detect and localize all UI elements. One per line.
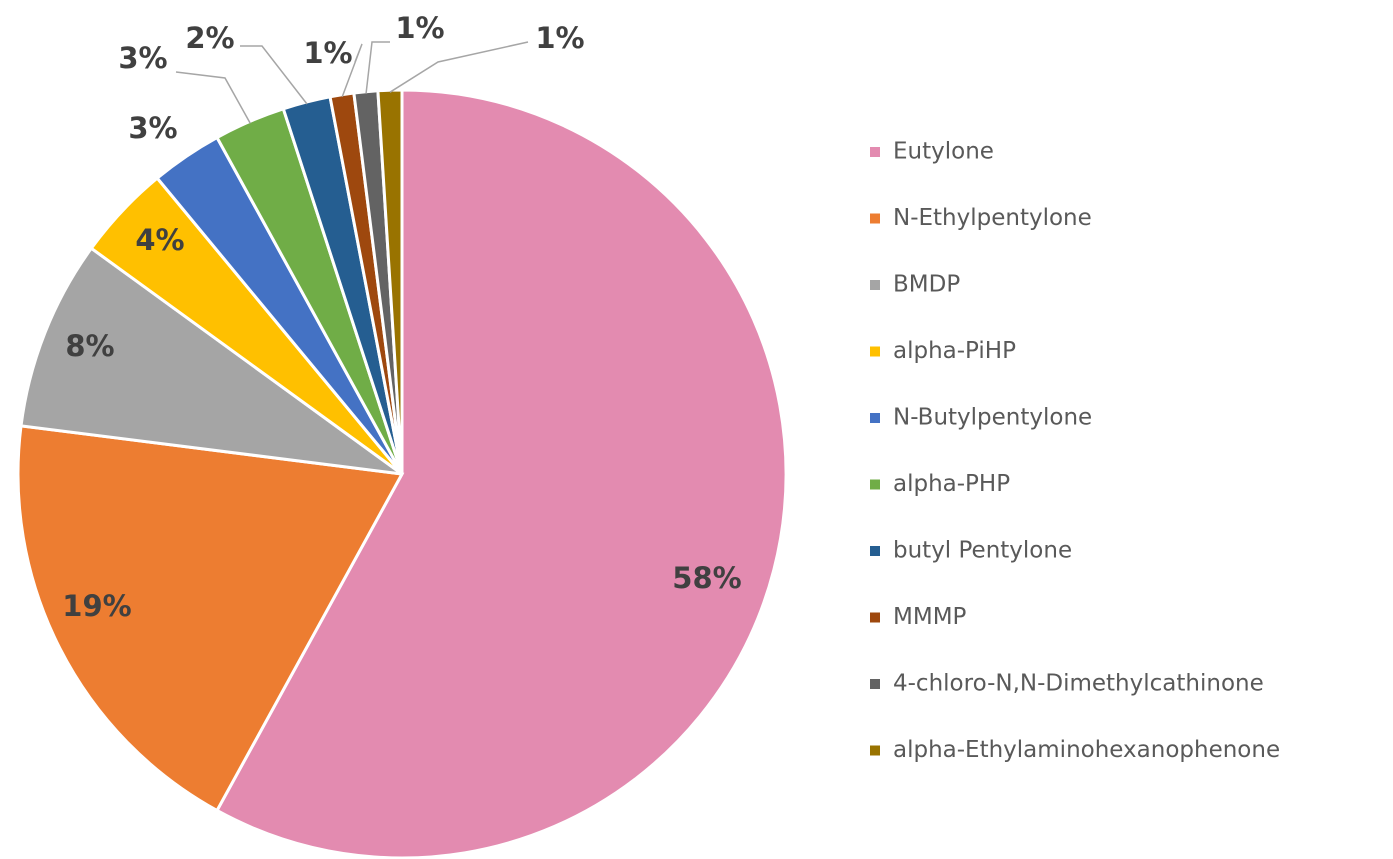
legend-swatch — [870, 413, 880, 423]
legend-label: BMDP — [893, 272, 960, 298]
leader-line — [341, 43, 363, 97]
data-label: 8% — [65, 329, 114, 363]
data-label: 19% — [62, 589, 131, 623]
legend-swatch — [870, 479, 880, 490]
legend-swatch — [870, 280, 880, 290]
legend-label: 4-chloro-N,N-Dimethylcathinone — [893, 671, 1264, 697]
legend-label: butyl Pentylone — [893, 538, 1072, 564]
legend-label: alpha-PHP — [893, 471, 1010, 497]
data-label: 4% — [135, 223, 184, 257]
legend-swatch — [870, 612, 880, 623]
leader-line — [175, 71, 251, 124]
legend-swatch — [870, 679, 880, 689]
legend-swatch — [870, 147, 880, 157]
leader-line — [365, 41, 390, 94]
leader-line — [389, 41, 529, 93]
legend-label: N-Ethylpentylone — [893, 205, 1092, 231]
pie-slice — [16, 424, 405, 813]
legend-swatch — [870, 213, 880, 224]
legend-label: Eutylone — [893, 139, 994, 165]
pie-slice — [19, 246, 403, 476]
legend-label: alpha-Ethylaminohexanophenone — [893, 737, 1280, 763]
data-label: 58% — [672, 561, 741, 595]
legend-swatch — [870, 745, 880, 756]
legend-label: alpha-PiHP — [893, 338, 1016, 364]
data-label: 3% — [118, 41, 167, 75]
data-label: 1% — [535, 21, 584, 55]
data-label: 1% — [303, 36, 352, 70]
pie-slice — [214, 88, 788, 859]
leader-line — [240, 45, 308, 105]
data-label: 1% — [395, 11, 444, 45]
pie-slice — [376, 88, 404, 475]
legend-label: MMMP — [893, 604, 967, 630]
legend-swatch — [870, 546, 880, 556]
legend-swatch — [870, 346, 880, 357]
legend-label: N-Butylpentylone — [893, 405, 1092, 431]
data-label: 3% — [128, 111, 177, 145]
data-label: 2% — [185, 21, 234, 55]
